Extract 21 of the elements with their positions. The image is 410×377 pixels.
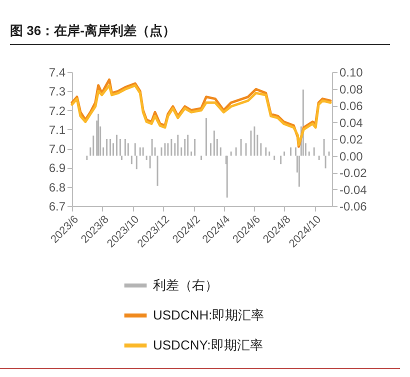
chart-title: 图 36：在岸-离岸利差（点） xyxy=(10,22,390,45)
y-tick-label: 6.7 xyxy=(48,200,66,214)
legend-label: 利差（右） xyxy=(153,278,218,292)
y-tick-label: 7.2 xyxy=(48,104,66,118)
y2-tick-label: -0.04 xyxy=(340,182,368,197)
y2-tick-label: -0.02 xyxy=(340,166,368,180)
y2-tick-label: 0.00 xyxy=(340,149,364,164)
legend-label: USDCNY:即期汇率 xyxy=(153,338,263,352)
y-tick-label: 6.9 xyxy=(48,161,66,176)
y-tick-label: 7.4 xyxy=(48,66,66,80)
y-tick-label: 7.0 xyxy=(48,142,66,156)
y-tick-label: 7.1 xyxy=(48,122,66,137)
y2-tick-label: 0.10 xyxy=(340,66,364,80)
y-tick-label: 6.8 xyxy=(48,180,66,194)
legend-label: USDCNH:即期汇率 xyxy=(153,308,264,322)
y2-tick-label: 0.06 xyxy=(340,99,364,113)
y2-tick-label: -0.06 xyxy=(340,200,368,214)
y2-tick-label: 0.02 xyxy=(340,132,364,146)
y2-tick-label: 0.04 xyxy=(340,116,364,130)
y2-tick-label: 0.08 xyxy=(340,82,364,96)
y-tick-label: 7.3 xyxy=(48,84,66,99)
